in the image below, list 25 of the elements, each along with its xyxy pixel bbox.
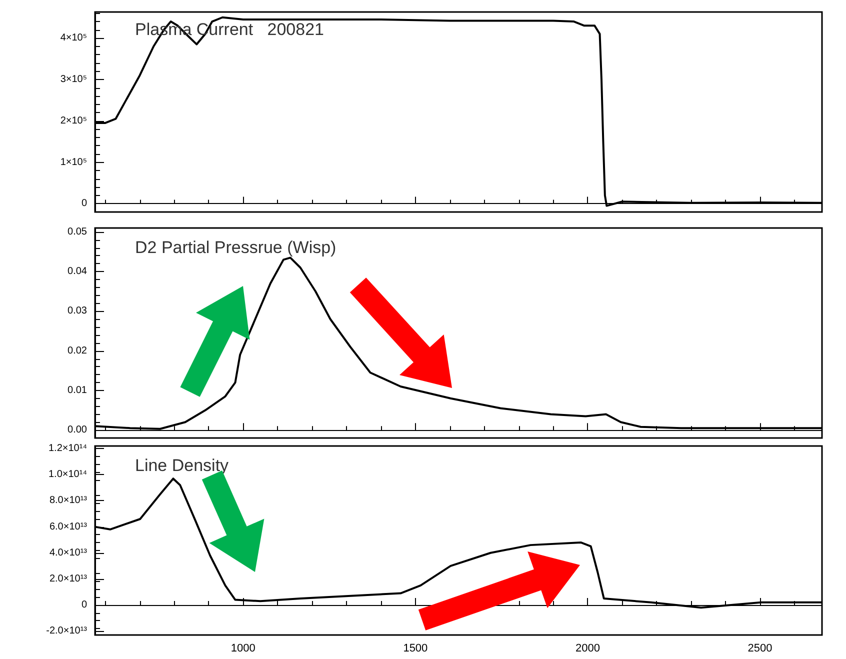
y-tick-label: 3×10⁵: [60, 74, 87, 85]
x-tick-label: 1000: [230, 642, 256, 654]
y-tick-label: 0.00: [68, 424, 88, 436]
x-tick-label: 1500: [403, 642, 428, 654]
y-tick-label: 8.0×10¹³: [49, 495, 88, 506]
y-tick-label: 1.0×10¹⁴: [48, 469, 87, 480]
y-tick-label: 0: [81, 198, 88, 210]
y-tick-label: 0.03: [68, 306, 88, 317]
x-tick-label: 2500: [748, 642, 772, 654]
y-tick-label: 0.04: [68, 266, 88, 278]
y-tick-label: 0: [81, 600, 88, 611]
y-tick-label: 0.01: [68, 384, 88, 396]
x-tick-label: 2000: [575, 642, 600, 654]
y-tick-label: 4×10⁵: [60, 32, 87, 44]
y-tick-label: 2.0×10¹³: [49, 573, 88, 584]
y-tick-label: 0.02: [68, 345, 88, 356]
text: Line Density: [135, 456, 230, 475]
y-tick-label: 2×10⁵: [60, 115, 87, 126]
y-tick-label: 1.2×10¹⁴: [48, 443, 87, 454]
text: D2 Partial Pressrue (Wisp): [135, 238, 336, 257]
y-tick-label: -2.0×10¹³: [46, 626, 88, 637]
y-tick-label: 4.0×10¹³: [49, 547, 88, 558]
y-tick-label: 0.05: [68, 226, 88, 238]
y-tick-label: 1×10⁵: [60, 156, 87, 168]
y-tick-label: 6.0×10¹³: [49, 521, 88, 532]
